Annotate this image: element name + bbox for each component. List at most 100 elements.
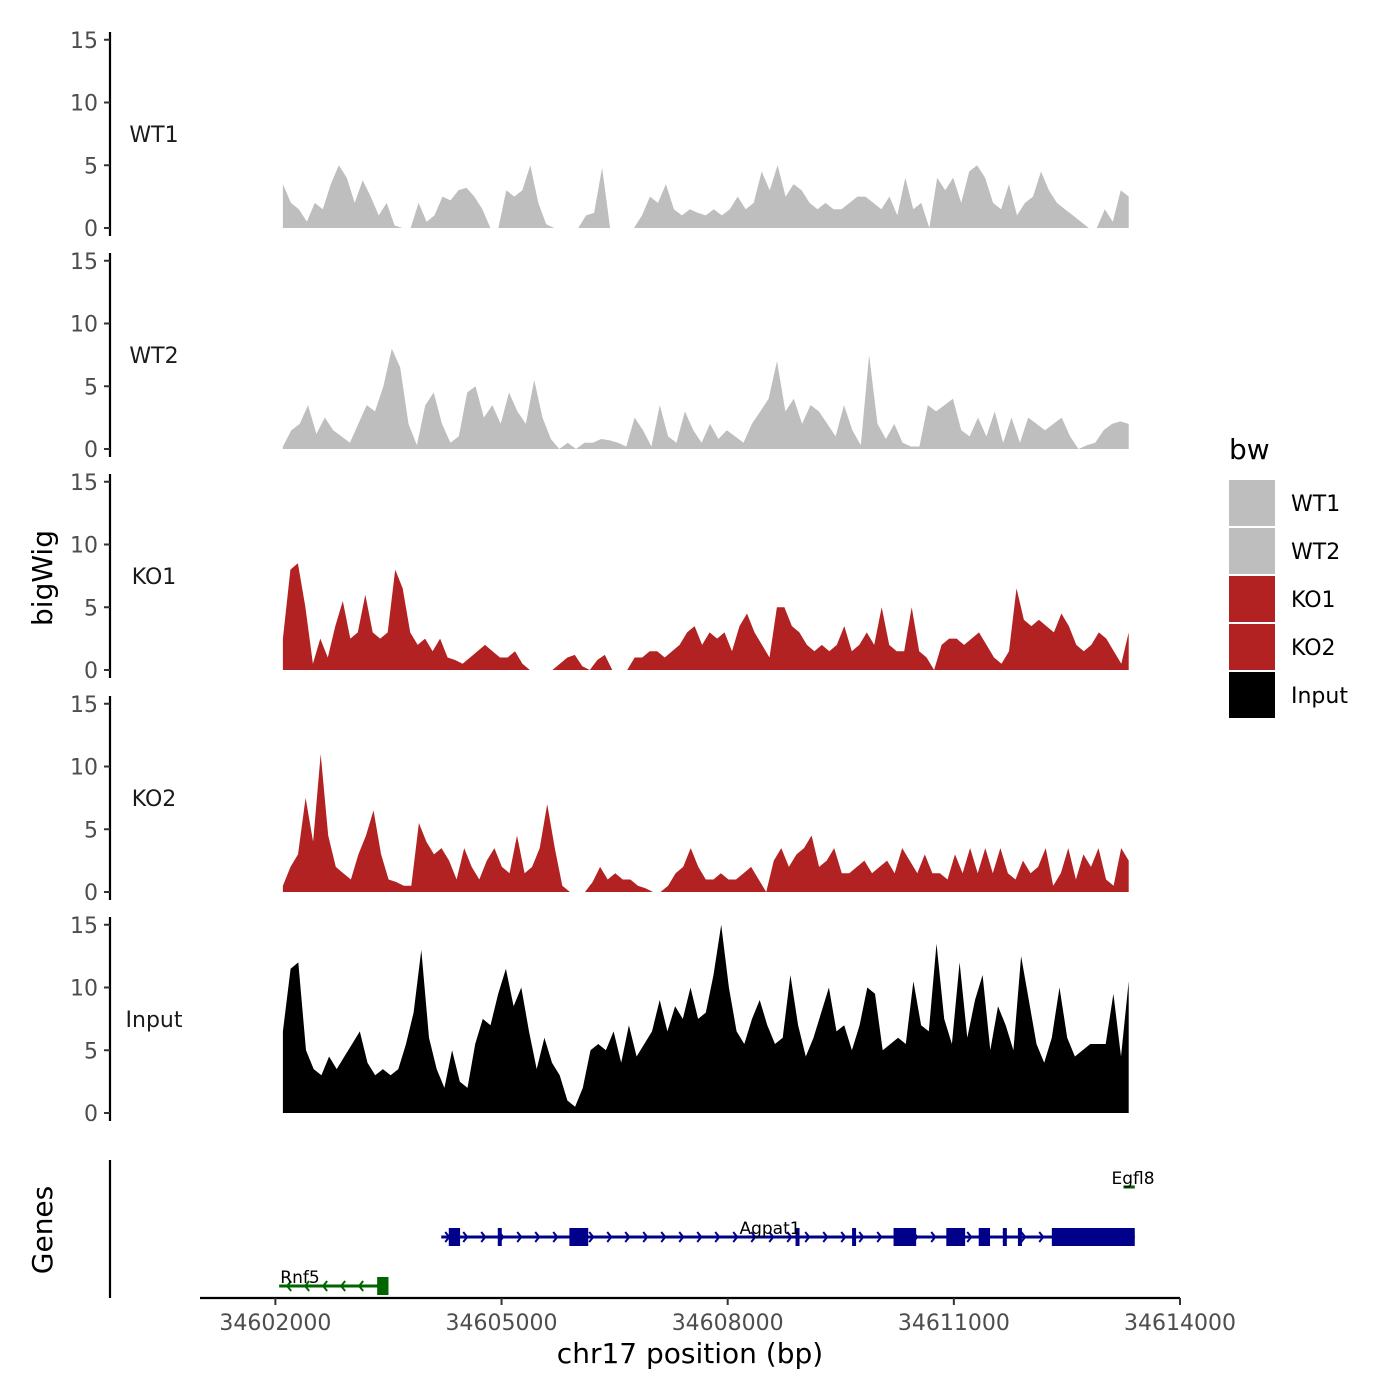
- strand-arrow: [660, 1231, 667, 1243]
- strand-arrow: [480, 1231, 487, 1243]
- y-tick-label: 15: [70, 250, 98, 275]
- strand-arrow: [642, 1231, 649, 1243]
- x-tick-label: 34614000: [1124, 1311, 1236, 1336]
- y-tick-label: 15: [70, 29, 98, 54]
- gene-agpat1: Agpat1: [441, 1219, 1135, 1246]
- strand-arrow: [552, 1231, 559, 1243]
- gene-label: Agpat1: [739, 1219, 800, 1239]
- y-tick-label: 5: [84, 375, 98, 400]
- legend: bw WT1 WT2 KO1 KO2 Input: [1229, 433, 1348, 718]
- track-wt1: 0 5 10 15 WT1: [70, 29, 1129, 242]
- gene-label: Rnf5: [280, 1268, 319, 1288]
- gene-rnf5: Rnf5: [279, 1268, 389, 1295]
- strand-arrow: [786, 1231, 793, 1243]
- legend-swatch-wt2: [1229, 528, 1275, 574]
- gene-exon: [1051, 1228, 1135, 1246]
- y-tick-label: 0: [84, 881, 98, 906]
- strand-arrow: [462, 1231, 469, 1243]
- legend-label: KO2: [1291, 636, 1336, 661]
- y-tick-label: 10: [70, 977, 98, 1002]
- legend-swatch-wt1: [1229, 480, 1275, 526]
- y-tick-label: 10: [70, 534, 98, 559]
- gene-exon: [1017, 1228, 1022, 1246]
- y-tick-label: 0: [84, 1102, 98, 1127]
- coverage-area-input: [282, 924, 1129, 1113]
- strand-arrow: [732, 1231, 739, 1243]
- legend-label: KO1: [1291, 588, 1336, 613]
- x-tick-label: 34602000: [219, 1311, 331, 1336]
- y-tick-label: 5: [84, 154, 98, 179]
- strand-arrow: [750, 1231, 757, 1243]
- track-label: Input: [126, 1008, 183, 1033]
- track-label: KO2: [132, 787, 177, 812]
- genes-axis-title: Genes: [26, 1186, 59, 1274]
- strand-arrow: [876, 1231, 883, 1243]
- y-tick-label: 0: [84, 438, 98, 463]
- track-ko1: 0 5 10 15 KO1: [70, 471, 1129, 684]
- gene-exon: [852, 1228, 857, 1246]
- y-tick-label: 5: [84, 818, 98, 843]
- strand-arrow: [606, 1231, 613, 1243]
- gene-exon: [978, 1228, 991, 1246]
- y-tick-label: 0: [84, 659, 98, 684]
- strand-arrow: [303, 1280, 310, 1292]
- y-tick-label: 10: [70, 756, 98, 781]
- gene-exon: [1002, 1228, 1007, 1246]
- legend-swatch-input: [1229, 672, 1275, 718]
- legend-swatch-ko1: [1229, 576, 1275, 622]
- strand-arrow: [822, 1231, 829, 1243]
- coverage-tracks: 0 5 10 15 WT1 0 5 10 15 WT2 0 5 10 15 KO1 0 5 10 15 KO2 0 5 10…: [70, 29, 1129, 1127]
- strand-arrow: [321, 1280, 328, 1292]
- x-tick-label: 34608000: [672, 1311, 784, 1336]
- strand-arrow: [516, 1231, 523, 1243]
- x-tick-label: 34611000: [898, 1311, 1010, 1336]
- strand-arrow: [966, 1231, 973, 1243]
- track-input: 0 5 10 15 Input: [70, 914, 1129, 1127]
- y-tick-label: 5: [84, 596, 98, 621]
- strand-arrow: [696, 1231, 703, 1243]
- y-tick-label: 0: [84, 217, 98, 242]
- gene-annotation-track: Rnf5 Agpat1 Egfl8: [108, 1160, 1155, 1298]
- strand-arrow: [624, 1231, 631, 1243]
- strand-arrow: [357, 1280, 364, 1292]
- strand-arrow: [678, 1231, 685, 1243]
- x-axis: 34602000 34605000 34608000 34611000 34614000: [200, 1296, 1236, 1336]
- y-tick-label: 15: [70, 914, 98, 939]
- strand-arrow: [768, 1231, 775, 1243]
- coverage-area-ko1: [282, 563, 1129, 670]
- gene-exon: [946, 1228, 966, 1246]
- gene-exon: [795, 1228, 800, 1246]
- x-axis-title: chr17 position (bp): [557, 1337, 823, 1370]
- gene-egfl8: Egfl8: [1111, 1169, 1154, 1189]
- y-tick-label: 10: [70, 92, 98, 117]
- strand-arrow: [858, 1231, 865, 1243]
- legend-swatch-ko2: [1229, 624, 1275, 670]
- coverage-area-ko2: [282, 754, 1129, 892]
- gene-exon: [377, 1277, 389, 1295]
- gene-exon: [497, 1228, 502, 1246]
- legend-title: bw: [1229, 433, 1270, 466]
- x-tick-label: 34605000: [446, 1311, 558, 1336]
- strand-arrow: [930, 1231, 937, 1243]
- track-label: WT2: [129, 344, 178, 369]
- strand-arrow: [714, 1231, 721, 1243]
- track-label: WT1: [129, 123, 178, 148]
- y-tick-label: 10: [70, 313, 98, 338]
- gene-exon: [448, 1228, 461, 1246]
- strand-arrow: [840, 1231, 847, 1243]
- strand-arrow: [285, 1280, 292, 1292]
- coverage-area-wt2: [282, 348, 1129, 449]
- track-ko2: 0 5 10 15 KO2: [70, 693, 1129, 906]
- track-wt2: 0 5 10 15 WT2: [70, 250, 1129, 463]
- legend-label: WT2: [1291, 540, 1340, 565]
- track-label: KO1: [132, 565, 177, 590]
- strand-arrow: [339, 1280, 346, 1292]
- y-tick-label: 5: [84, 1039, 98, 1064]
- y-tick-label: 15: [70, 693, 98, 718]
- gene-exon: [893, 1228, 917, 1246]
- strand-arrow: [534, 1231, 541, 1243]
- y-axis-title: bigWig: [26, 530, 59, 626]
- strand-arrow: [588, 1231, 595, 1243]
- strand-arrow: [804, 1231, 811, 1243]
